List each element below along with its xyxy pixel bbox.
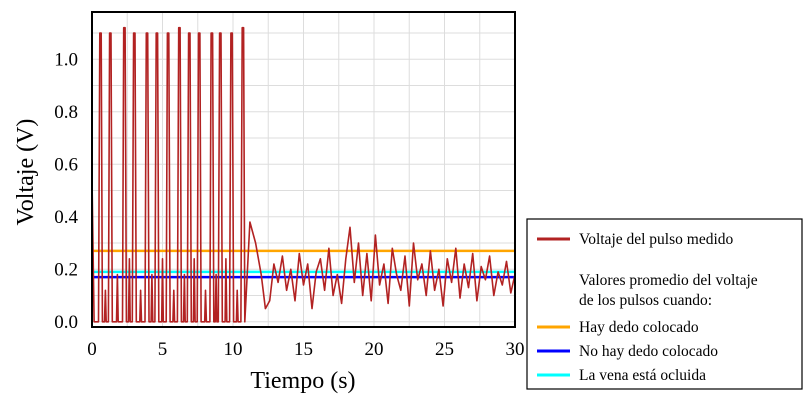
x-tick-label: 10 [224, 339, 243, 360]
legend-label-no-finger: No hay dedo colocado [579, 343, 718, 360]
x-tick-label: 30 [506, 339, 525, 360]
y-tick-label: 1.0 [54, 49, 78, 70]
x-tick-label: 15 [294, 339, 313, 360]
y-tick-label: 0.2 [54, 259, 78, 280]
legend-note-line-2: de los pulsos cuando: [579, 292, 712, 309]
x-tick-labels: 0 5 10 15 20 25 30 [87, 339, 524, 360]
y-tick-label: 0.0 [54, 312, 78, 333]
y-tick-label: 0.6 [54, 154, 78, 175]
y-tick-labels: 0.0 0.2 0.4 0.6 0.8 1.0 [54, 49, 78, 333]
legend-label-finger: Hay dedo colocado [579, 319, 699, 336]
legend-box [526, 218, 803, 390]
x-tick-label: 5 [158, 339, 168, 360]
legend: Voltaje del pulso medido Valores promedi… [526, 218, 803, 390]
x-tick-label: 0 [87, 339, 97, 360]
legend-label-occluded: La vena está ocluida [579, 367, 706, 384]
plot-frame [91, 11, 516, 328]
legend-label-pulse: Voltaje del pulso medido [579, 231, 734, 248]
legend-note-line-1: Valores promedio del voltaje [579, 272, 758, 289]
y-tick-label: 0.4 [54, 207, 78, 228]
y-axis-title: Voltaje (V) [13, 119, 39, 226]
x-tick-label: 20 [365, 339, 384, 360]
x-axis-title: Tiempo (s) [250, 368, 355, 394]
pulse-series [91, 26, 516, 323]
pulse-series-line [91, 26, 516, 323]
x-tick-label: 25 [435, 339, 454, 360]
y-tick-label: 0.8 [54, 102, 78, 123]
